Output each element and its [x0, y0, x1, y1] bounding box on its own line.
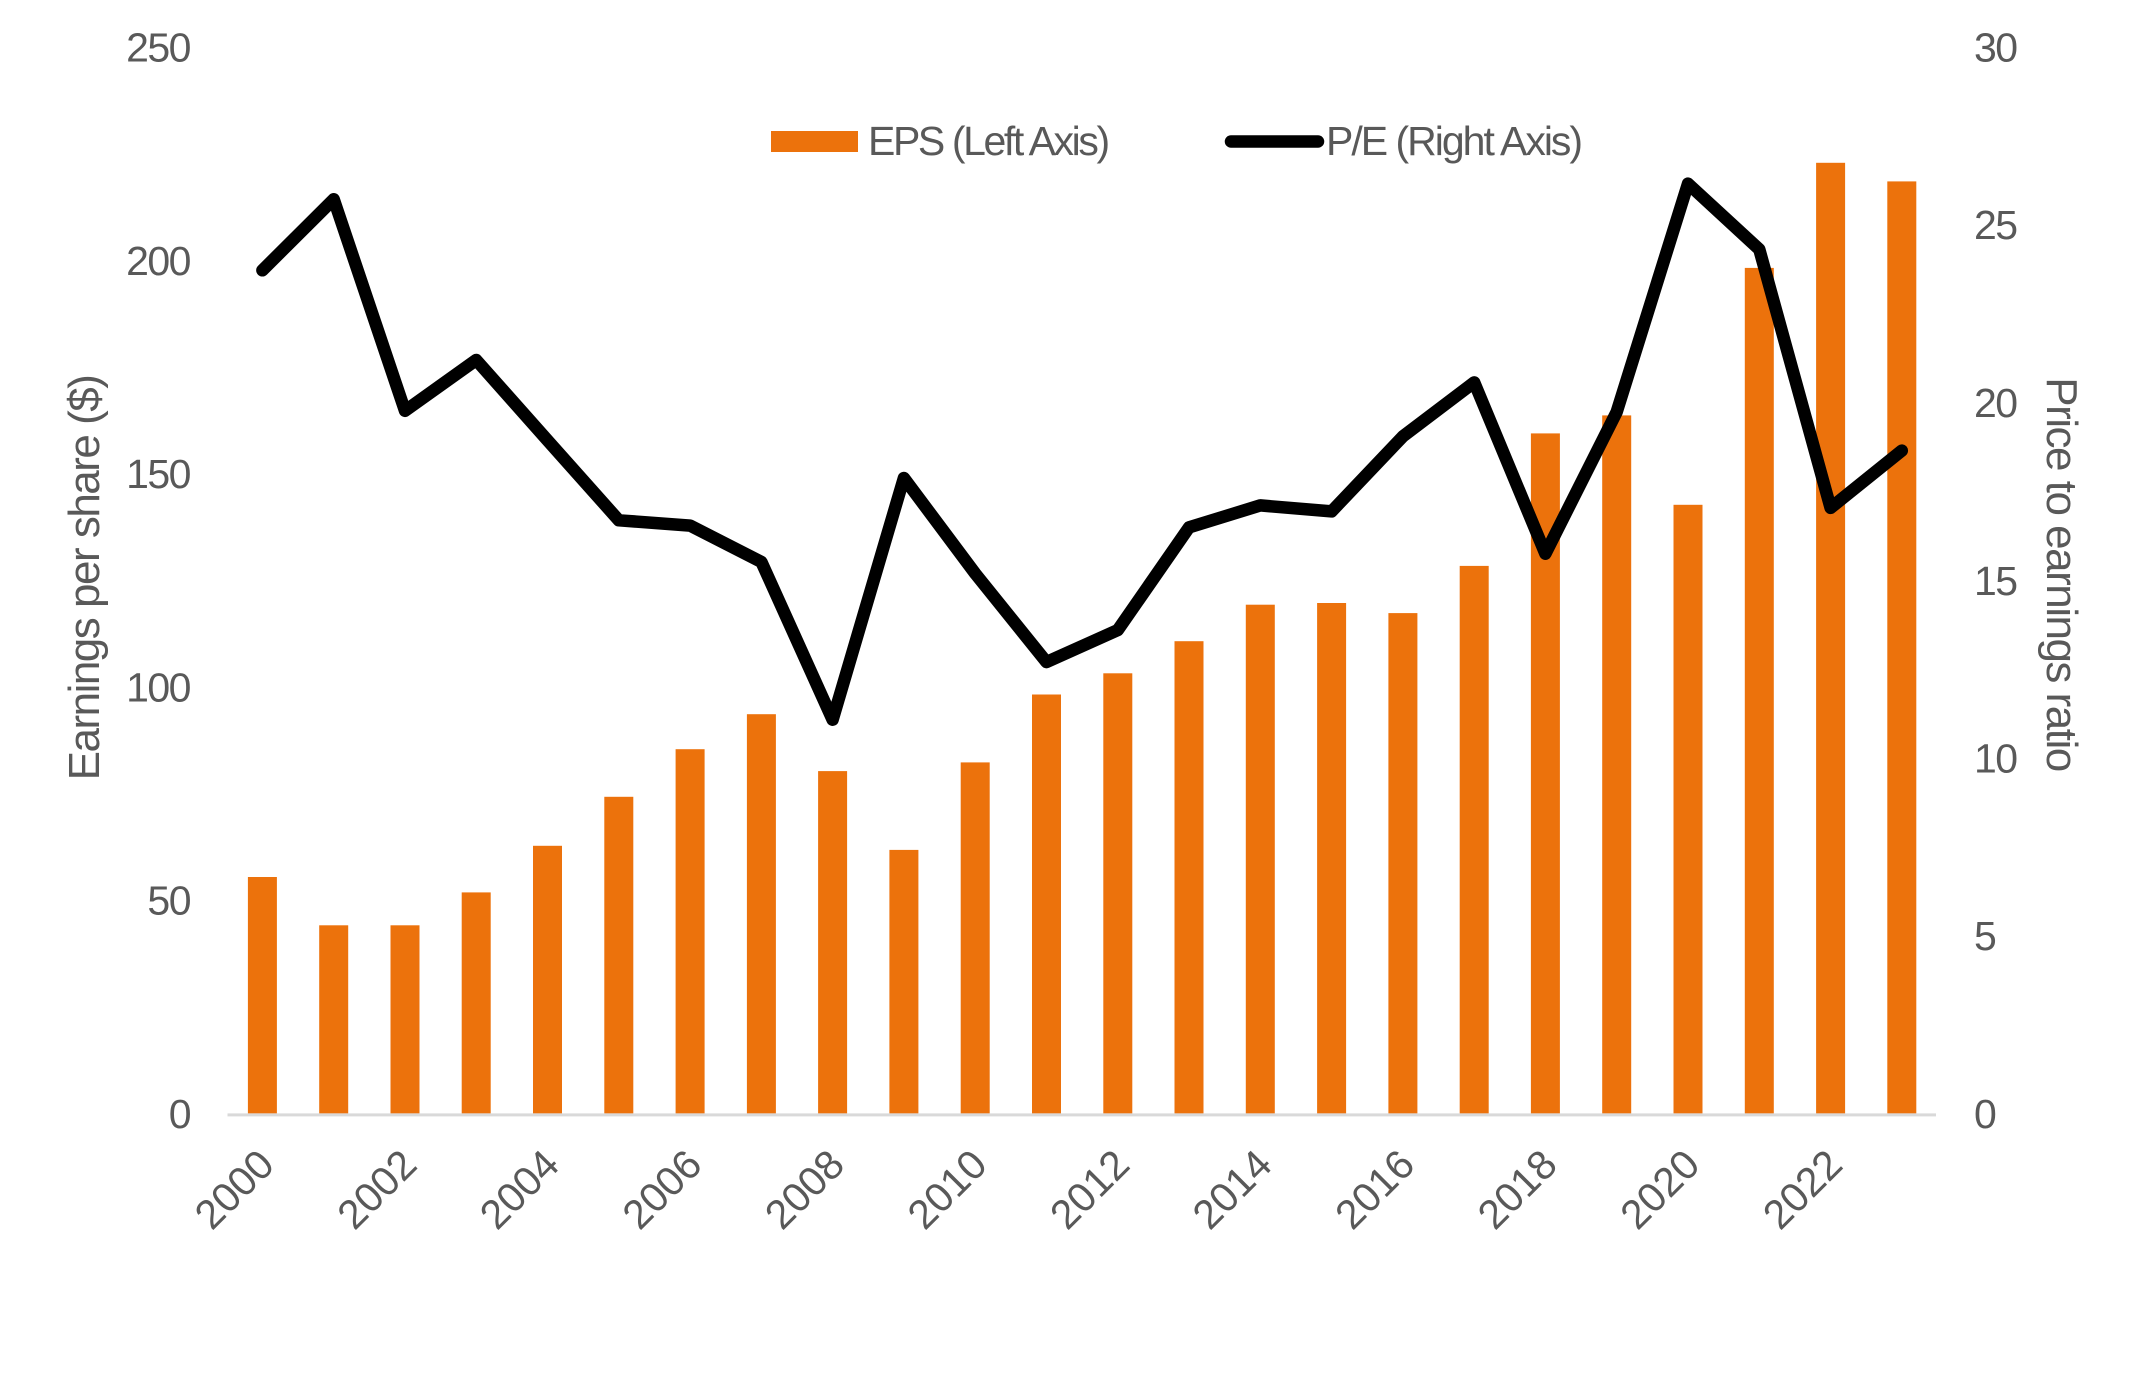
svg-text:0: 0: [169, 1091, 191, 1137]
svg-text:15: 15: [1974, 558, 2017, 604]
svg-text:25: 25: [1974, 202, 2017, 248]
svg-text:150: 150: [126, 451, 191, 497]
svg-text:Earnings per share ($): Earnings per share ($): [60, 376, 109, 781]
svg-text:0: 0: [1974, 1091, 1996, 1137]
svg-text:100: 100: [126, 664, 191, 710]
svg-text:250: 250: [126, 25, 191, 71]
svg-text:30: 30: [1974, 25, 2017, 71]
svg-text:EPS (Left Axis): EPS (Left Axis): [868, 118, 1108, 164]
svg-text:Price to earnings ratio: Price to earnings ratio: [2037, 377, 2086, 771]
svg-text:10: 10: [1974, 736, 2017, 782]
svg-text:P/E (Right Axis): P/E (Right Axis): [1326, 118, 1581, 164]
svg-text:5: 5: [1974, 913, 1996, 959]
svg-text:50: 50: [147, 878, 190, 924]
svg-text:20: 20: [1974, 380, 2017, 426]
svg-text:200: 200: [126, 238, 191, 284]
